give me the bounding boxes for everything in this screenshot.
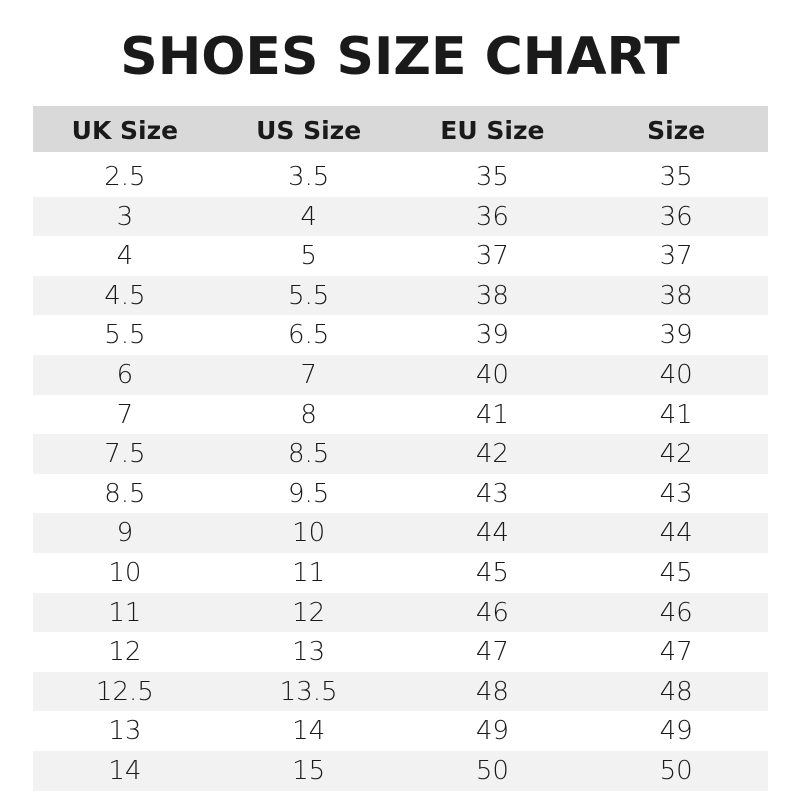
- cell-us-size: 3.5: [287, 162, 330, 192]
- table-row: 6 7 40 40: [33, 354, 768, 395]
- cell-eu-size: 42: [475, 439, 509, 470]
- cell-size: 39: [659, 320, 693, 351]
- cell-size: 47: [659, 637, 693, 668]
- table-row: 8.5 9.5 43 43: [33, 474, 768, 514]
- cell-size: 35: [659, 162, 693, 192]
- cell-uk-size: 4.5: [104, 280, 146, 311]
- cell-eu-size: 50: [475, 755, 509, 786]
- cell-us-size: 13.5: [279, 676, 338, 707]
- cell-eu-size: 43: [475, 478, 509, 509]
- cell-eu-size: 41: [475, 399, 509, 430]
- cell-uk-size: 2.5: [104, 162, 146, 192]
- cell-us-size: 9.5: [287, 478, 330, 509]
- cell-eu-size: 46: [475, 597, 509, 628]
- cell-us-size: 14: [292, 716, 326, 747]
- cell-uk-size: 7.5: [104, 439, 146, 470]
- cell-uk-size: 11: [108, 597, 142, 628]
- cell-eu-size: 48: [475, 676, 509, 707]
- cell-us-size: 5.5: [287, 280, 330, 311]
- cell-us-size: 7: [300, 359, 317, 390]
- cell-uk-size: 3: [116, 201, 134, 232]
- cell-size: 37: [659, 241, 693, 272]
- cell-size: 41: [659, 399, 693, 430]
- cell-eu-size: 40: [475, 359, 509, 390]
- table-row: 12.5 13.5 48 48: [33, 671, 768, 712]
- cell-eu-size: 44: [475, 518, 509, 549]
- table-row: 4.5 5.5 38 38: [33, 275, 768, 316]
- cell-us-size: 8.5: [287, 439, 330, 470]
- cell-us-size: 11: [292, 557, 326, 588]
- cell-size: 45: [659, 557, 693, 588]
- page-title: SHOES SIZE CHART: [120, 27, 680, 87]
- table-header: UK Size US Size EU Size Size: [33, 106, 768, 152]
- cell-uk-size: 13: [108, 716, 142, 747]
- table-row: 11 12 46 46: [33, 592, 768, 633]
- cell-uk-size: 8.5: [104, 478, 146, 509]
- cell-uk-size: 5.5: [104, 320, 146, 351]
- cell-size: 42: [659, 439, 693, 470]
- cell-eu-size: 47: [475, 637, 509, 668]
- cell-uk-size: 6: [116, 359, 134, 390]
- cell-uk-size: 4: [116, 241, 134, 272]
- cell-uk-size: 10: [108, 557, 142, 588]
- cell-uk-size: 12.5: [95, 676, 154, 707]
- table-row: 7.5 8.5 42 42: [33, 434, 768, 474]
- cell-eu-size: 49: [475, 716, 509, 747]
- cell-eu-size: 38: [475, 280, 509, 311]
- header-us-size: US Size: [256, 116, 362, 145]
- table-row: 7 8 41 41: [33, 395, 768, 435]
- header-eu-size: EU Size: [440, 116, 545, 145]
- cell-size: 38: [659, 280, 693, 311]
- cell-size: 50: [659, 755, 693, 786]
- table-row: 5.5 6.5 39 39: [33, 315, 768, 355]
- table-row: 9 10 44 44: [33, 513, 768, 553]
- size-table: UK Size US Size EU Size Size 2.5 3.5 35 35 3…: [33, 106, 768, 791]
- table-body: 2.5 3.5 35 35 3 4 36 36 4 5 37 37 4.5 5.5 38 38 5.5 6.5 39…: [33, 157, 768, 791]
- cell-us-size: 5: [300, 241, 317, 272]
- cell-size: 46: [659, 597, 693, 628]
- cell-eu-size: 35: [475, 162, 509, 192]
- cell-size: 44: [659, 518, 693, 549]
- table-row: 10 11 45 45: [33, 553, 768, 593]
- cell-uk-size: 7: [116, 399, 134, 430]
- header-size: Size: [647, 116, 706, 145]
- cell-size: 36: [659, 201, 693, 232]
- table-row: 2.5 3.5 35 35: [33, 157, 768, 197]
- table-row: 3 4 36 36: [33, 196, 768, 237]
- cell-eu-size: 36: [475, 201, 509, 232]
- cell-us-size: 4: [300, 201, 317, 232]
- cell-size: 49: [659, 716, 693, 747]
- cell-us-size: 6.5: [287, 320, 330, 351]
- table-row: 4 5 37 37: [33, 236, 768, 276]
- cell-uk-size: 9: [116, 518, 134, 549]
- cell-us-size: 15: [292, 755, 326, 786]
- cell-us-size: 13: [292, 637, 326, 668]
- cell-size: 40: [659, 359, 693, 390]
- cell-eu-size: 37: [475, 241, 509, 272]
- table-row: 12 13 47 47: [33, 632, 768, 672]
- cell-uk-size: 14: [108, 755, 142, 786]
- table-row: 14 15 50 50: [33, 750, 768, 791]
- cell-uk-size: 12: [108, 637, 142, 668]
- cell-size: 48: [659, 676, 693, 707]
- cell-us-size: 10: [292, 518, 326, 549]
- cell-eu-size: 45: [475, 557, 509, 588]
- cell-size: 43: [659, 478, 693, 509]
- cell-us-size: 8: [300, 399, 317, 430]
- cell-eu-size: 39: [475, 320, 509, 351]
- header-uk-size: UK Size: [71, 116, 179, 145]
- table-row: 13 14 49 49: [33, 711, 768, 751]
- cell-us-size: 12: [292, 597, 326, 628]
